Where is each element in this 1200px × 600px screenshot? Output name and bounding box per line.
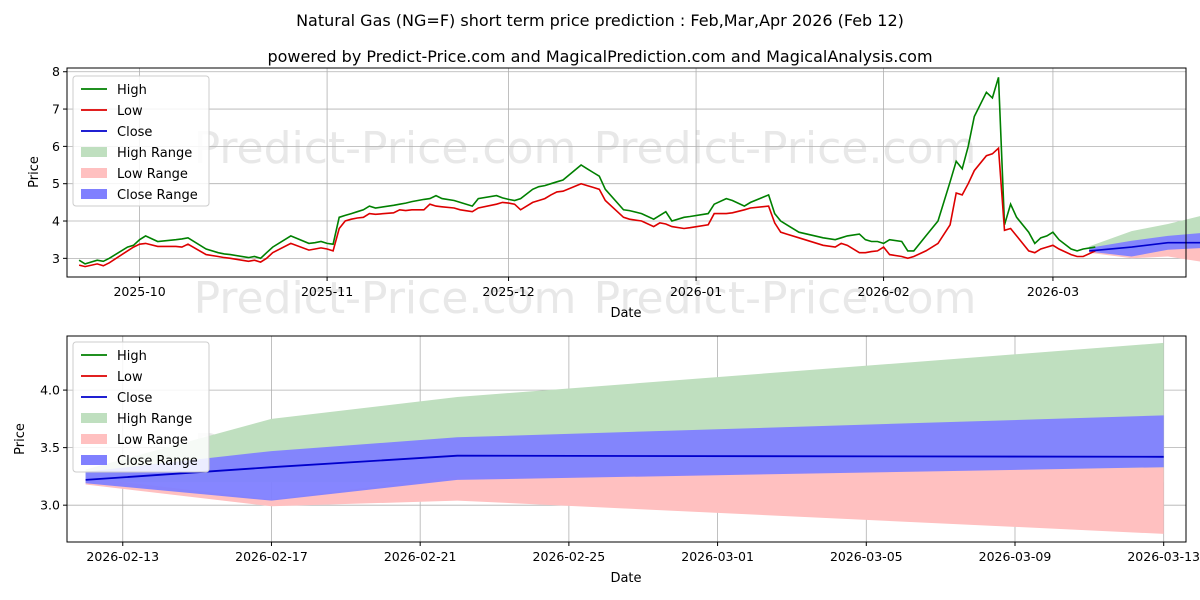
legend-label: Low [117,370,143,385]
legend-label: Close [117,125,152,140]
legend-label: Low Range [117,433,188,448]
x-tick-label: 2025-12 [482,284,534,299]
legend-label: Close Range [117,454,198,469]
watermark-text: Predict-Price.com [594,273,977,324]
legend-swatch [81,434,107,444]
x-tick-label: 2026-01 [670,284,722,299]
y-axis-label: Price [13,423,28,455]
legend-swatch [81,413,107,423]
y-tick-label: 4.0 [40,383,60,398]
chart-title: Natural Gas (NG=F) short term price pred… [296,11,904,30]
legend-label: Low Range [117,167,188,182]
low-line [78,146,1096,268]
plot-frame [66,67,1187,278]
chart-subtitle: powered by Predict-Price.com and Magical… [267,47,932,66]
legend: High Low Close High Range Low Range Close Ran… [72,341,210,473]
x-axis: 2025-10 2025-11 2025-12 2026-01 2026-02 2026-… [113,277,1079,299]
legend-label: Low [117,104,143,119]
high-line [78,77,1096,265]
x-axis-label: Date [610,571,641,586]
legend-swatch [81,189,107,199]
x-tick-label: 2026-03-05 [830,549,903,564]
y-tick-label: 6 [52,139,60,154]
y-tick-label: 4 [52,214,60,229]
forecast-panel: Predict-Price.com Predict-Price.com 2026… [13,335,1200,586]
x-tick-label: 2026-02-25 [533,549,606,564]
legend: High Low Close High Range Low Range Close Ran… [72,75,210,207]
legend-label: Close Range [117,188,198,203]
legend-label: High [117,349,147,364]
x-tick-label: 2026-02 [857,284,909,299]
y-tick-label: 3.0 [40,498,60,513]
x-tick-label: 2026-02-17 [235,549,308,564]
x-tick-label: 2026-03-01 [681,549,754,564]
x-axis-label: Date [610,306,641,321]
series-layer [85,342,1164,534]
y-axis: 3.0 3.5 4.0 [40,383,67,513]
watermark-text: Predict-Price.com [194,123,577,174]
watermark-text: Predict-Price.com [594,123,977,174]
x-tick-label: 2026-02-13 [86,549,159,564]
x-tick-label: 2026-02-21 [384,549,457,564]
y-tick-label: 8 [52,64,60,79]
close-range-band [85,415,1164,501]
grid-lines [67,68,1186,277]
legend-swatch [81,147,107,157]
y-tick-label: 3.5 [40,440,60,455]
y-tick-label: 3 [52,251,60,266]
low-range-band [85,467,1164,534]
y-axis: 3 4 5 6 7 8 [52,64,67,266]
close-line [1089,241,1200,252]
watermark-layer: Predict-Price.com Predict-Price.com Pred… [194,123,977,324]
y-tick-label: 7 [52,102,60,117]
x-tick-label: 2025-10 [113,284,165,299]
x-tick-label: 2026-03 [1027,284,1079,299]
x-axis: 2026-02-13 2026-02-17 2026-02-21 2026-02-25… [86,542,1200,564]
plot-frame [66,335,1187,543]
legend-label: Close [117,391,152,406]
legend-swatch [81,168,107,178]
x-tick-label: 2026-03-13 [1127,549,1200,564]
legend-label: High [117,83,147,98]
legend-swatch [81,455,107,465]
series-layer [78,77,1200,268]
legend-label: High Range [117,146,192,161]
x-tick-label: 2026-03-09 [979,549,1052,564]
y-axis-label: Price [27,156,42,188]
watermark-text: Predict-Price.com [194,273,577,324]
history-panel: Predict-Price.com Predict-Price.com Pred… [27,64,1200,324]
legend-label: High Range [117,412,192,427]
y-tick-label: 5 [52,176,60,191]
close-line [85,454,1164,481]
x-tick-label: 2025-11 [301,284,353,299]
